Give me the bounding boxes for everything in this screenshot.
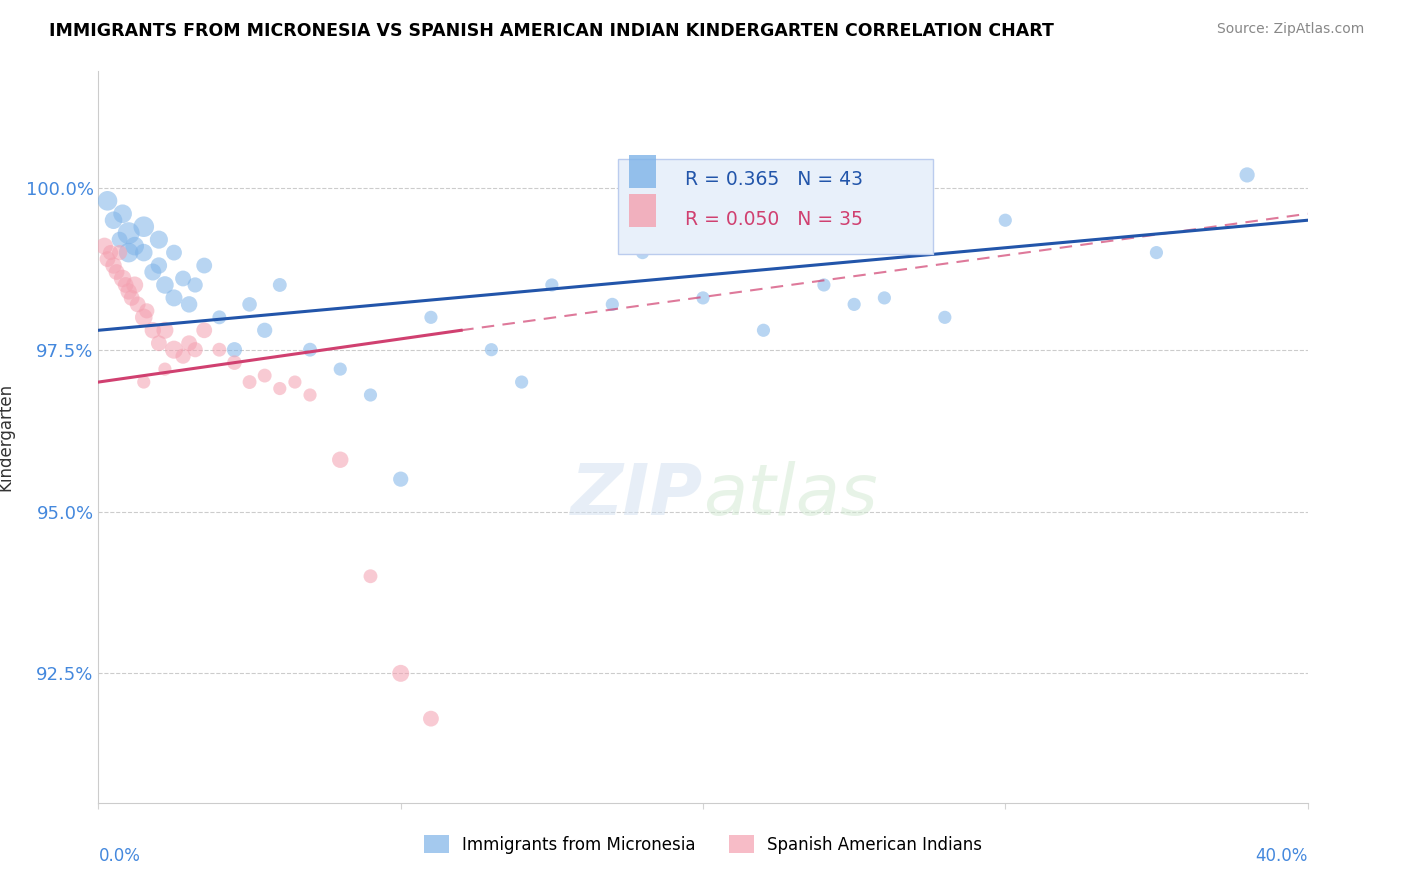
Point [111, 271, 134, 285]
Point [118, 245, 141, 260]
Point [253, 323, 276, 337]
Point [108, 245, 131, 260]
Point [224, 343, 246, 357]
Point [510, 375, 533, 389]
Point [299, 343, 322, 357]
Y-axis label: Kindergarten: Kindergarten [0, 383, 14, 491]
Text: 0.0%: 0.0% [98, 847, 141, 864]
Point [631, 245, 654, 260]
Point [132, 310, 155, 325]
Point [148, 336, 170, 351]
Point [602, 297, 624, 311]
Point [269, 277, 291, 292]
Point [813, 277, 835, 292]
Point [269, 382, 291, 396]
Point [172, 349, 194, 363]
Point [329, 452, 352, 467]
Point [420, 310, 443, 325]
Point [239, 297, 262, 311]
Point [124, 239, 146, 253]
Point [184, 277, 207, 292]
Point [114, 277, 136, 292]
Point [179, 297, 201, 311]
Text: IMMIGRANTS FROM MICRONESIA VS SPANISH AMERICAN INDIAN KINDERGARTEN CORRELATION C: IMMIGRANTS FROM MICRONESIA VS SPANISH AM… [49, 22, 1054, 40]
Point [118, 285, 141, 299]
Point [100, 245, 122, 260]
Point [124, 277, 146, 292]
Text: Source: ZipAtlas.com: Source: ZipAtlas.com [1216, 22, 1364, 37]
Point [1146, 245, 1168, 260]
Point [153, 277, 176, 292]
Point [142, 265, 165, 279]
Point [481, 343, 503, 357]
Point [132, 245, 155, 260]
Point [208, 343, 231, 357]
Point [121, 291, 143, 305]
Text: 40.0%: 40.0% [1256, 847, 1308, 864]
Point [163, 343, 186, 357]
Point [360, 569, 382, 583]
Point [360, 388, 382, 402]
Point [224, 356, 246, 370]
Point [193, 259, 215, 273]
Point [184, 343, 207, 357]
Point [389, 472, 412, 486]
Point [239, 375, 262, 389]
Point [172, 271, 194, 285]
Text: atlas: atlas [703, 461, 877, 530]
FancyBboxPatch shape [619, 159, 932, 254]
Point [96, 194, 118, 208]
Point [389, 666, 412, 681]
Point [118, 226, 141, 240]
Point [163, 291, 186, 305]
Point [994, 213, 1017, 227]
Point [752, 323, 775, 337]
Point [692, 291, 714, 305]
Point [193, 323, 215, 337]
Text: ZIP: ZIP [571, 461, 703, 530]
Point [111, 207, 134, 221]
Point [127, 297, 149, 311]
Point [105, 265, 128, 279]
Point [163, 245, 186, 260]
Point [844, 297, 866, 311]
Point [208, 310, 231, 325]
Point [148, 259, 170, 273]
Point [93, 239, 115, 253]
Point [132, 375, 155, 389]
Text: R = 0.050   N = 35: R = 0.050 N = 35 [685, 210, 863, 228]
Point [96, 252, 118, 266]
Point [135, 303, 157, 318]
Point [148, 233, 170, 247]
Point [108, 233, 131, 247]
Point [284, 375, 307, 389]
Point [103, 213, 125, 227]
Point [103, 259, 125, 273]
Point [179, 336, 201, 351]
Text: R = 0.365   N = 43: R = 0.365 N = 43 [685, 170, 863, 189]
Point [329, 362, 352, 376]
Point [132, 219, 155, 234]
Point [934, 310, 956, 325]
Point [420, 712, 443, 726]
Point [1236, 168, 1258, 182]
Point [253, 368, 276, 383]
Legend: Immigrants from Micronesia, Spanish American Indians: Immigrants from Micronesia, Spanish Amer… [418, 829, 988, 860]
Point [299, 388, 322, 402]
Point [142, 323, 165, 337]
Point [153, 323, 176, 337]
Point [540, 277, 562, 292]
Point [153, 362, 176, 376]
Point [873, 291, 896, 305]
